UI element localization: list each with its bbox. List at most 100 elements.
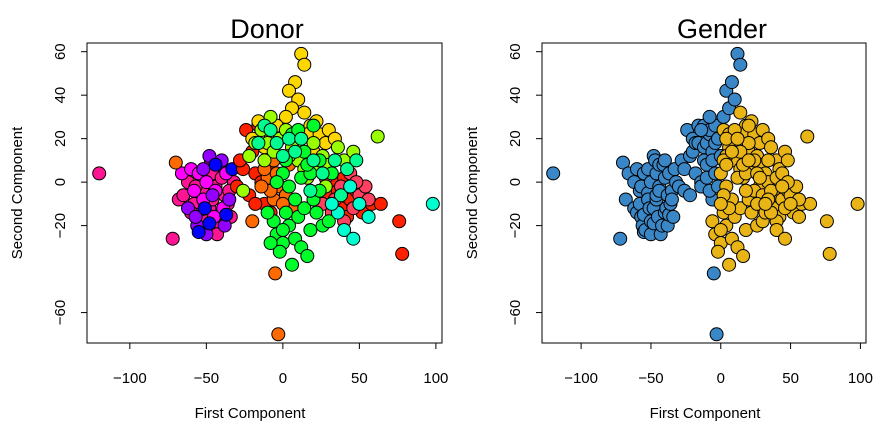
gender-point bbox=[713, 196, 728, 211]
gender-axes: −100 −50 0 50 100 60 40 20 0 −20 −60 bbox=[507, 43, 873, 387]
gender-point bbox=[666, 209, 681, 224]
donor-y-tick-label: 0 bbox=[52, 178, 69, 186]
gender-point bbox=[736, 249, 751, 263]
gender-point bbox=[719, 157, 734, 172]
gender-x-tick-label: −50 bbox=[638, 370, 663, 387]
donor-point bbox=[278, 205, 293, 220]
donor-point bbox=[392, 214, 407, 229]
donor-point bbox=[275, 149, 290, 163]
donor-x-tick-label: −50 bbox=[194, 370, 219, 387]
gender-point bbox=[713, 223, 728, 237]
gender-y-tick-label: 60 bbox=[507, 43, 524, 60]
donor-y-tick-label: −60 bbox=[52, 300, 69, 325]
gender-point bbox=[618, 192, 633, 207]
donor-point bbox=[395, 246, 410, 261]
donor-point bbox=[361, 209, 376, 224]
gender-point bbox=[741, 153, 756, 168]
gender-point bbox=[792, 209, 806, 224]
donor-point bbox=[297, 201, 312, 216]
gender-point bbox=[702, 109, 717, 124]
donor-point bbox=[340, 162, 355, 177]
donor-point bbox=[248, 196, 263, 211]
donor-panel: Donor −100 −50 0 50 100 60 40 20 0 −20 −60 First C… bbox=[9, 14, 448, 422]
donor-point bbox=[205, 188, 220, 203]
donor-point bbox=[269, 175, 284, 190]
donor-point bbox=[187, 183, 202, 198]
gender-point bbox=[778, 231, 792, 246]
donor-point bbox=[236, 183, 251, 198]
gender-point bbox=[850, 196, 865, 211]
gender-point bbox=[822, 246, 837, 261]
gender-point bbox=[724, 144, 739, 159]
donor-point bbox=[370, 129, 385, 144]
gender-y-tick-label: −20 bbox=[507, 213, 524, 238]
donor-point bbox=[191, 225, 206, 240]
donor-point bbox=[222, 192, 237, 207]
donor-point bbox=[251, 136, 266, 150]
gender-point bbox=[783, 196, 798, 211]
gender-point bbox=[733, 57, 748, 72]
donor-y-tick-label: 20 bbox=[52, 130, 69, 147]
donor-axes: −100 −50 0 50 100 60 40 20 0 −20 −60 bbox=[52, 43, 448, 387]
donor-point bbox=[300, 249, 315, 263]
gender-y-tick-label: 0 bbox=[507, 178, 524, 186]
gender-point bbox=[711, 244, 725, 259]
donor-point bbox=[196, 162, 211, 177]
donor-point bbox=[202, 216, 217, 231]
donor-point bbox=[343, 179, 358, 194]
donor-point bbox=[288, 192, 303, 207]
donor-y-tick-label: 40 bbox=[52, 87, 69, 104]
donor-point bbox=[349, 153, 364, 168]
donor-point bbox=[254, 179, 269, 194]
donor-point bbox=[315, 166, 330, 181]
donor-point bbox=[288, 144, 303, 159]
donor-point bbox=[272, 244, 287, 259]
donor-point bbox=[188, 209, 203, 224]
donor-point bbox=[282, 83, 296, 98]
donor-point bbox=[269, 136, 284, 150]
donor-point bbox=[334, 188, 348, 203]
donor-point bbox=[263, 123, 278, 137]
donor-point bbox=[242, 149, 257, 163]
donor-point bbox=[165, 231, 180, 246]
donor-points bbox=[92, 46, 440, 342]
gender-point bbox=[758, 196, 773, 211]
gender-point bbox=[694, 123, 709, 137]
gender-point bbox=[657, 153, 672, 168]
gender-points bbox=[546, 46, 865, 342]
donor-x-tick-label: 0 bbox=[279, 370, 287, 387]
gender-y-tick-label: 20 bbox=[507, 130, 524, 147]
donor-point bbox=[208, 157, 223, 172]
donor-point bbox=[425, 196, 440, 211]
gender-x-tick-label: −100 bbox=[564, 370, 598, 387]
gender-point bbox=[741, 118, 756, 133]
gender-point bbox=[769, 223, 784, 237]
gender-x-axis-label: First Component bbox=[650, 405, 762, 422]
gender-point bbox=[616, 155, 630, 170]
gender-point bbox=[764, 140, 778, 155]
donor-point bbox=[303, 223, 318, 237]
gender-plot-frame bbox=[541, 42, 867, 344]
gender-point bbox=[683, 188, 697, 203]
gender-x-tick-label: 50 bbox=[782, 370, 799, 387]
donor-point bbox=[263, 236, 278, 250]
donor-point bbox=[306, 136, 321, 150]
donor-point bbox=[330, 140, 345, 155]
donor-point bbox=[306, 153, 321, 168]
donor-point bbox=[352, 196, 367, 211]
gender-point bbox=[819, 214, 834, 229]
donor-point bbox=[199, 175, 214, 190]
gender-point bbox=[775, 179, 790, 194]
donor-point bbox=[297, 105, 312, 120]
donor-point bbox=[297, 57, 312, 72]
gender-x-tick-label: 100 bbox=[848, 370, 873, 387]
gender-y-tick-label: 40 bbox=[507, 87, 524, 104]
gender-point bbox=[780, 153, 795, 168]
donor-point bbox=[275, 223, 290, 237]
gender-panel: Gender −100 −50 0 50 100 60 40 20 0 −20 −60 First … bbox=[464, 14, 873, 422]
donor-point bbox=[282, 179, 296, 194]
gender-point bbox=[800, 129, 815, 144]
gender-chart-title: Gender bbox=[677, 14, 767, 44]
donor-point bbox=[268, 266, 283, 281]
